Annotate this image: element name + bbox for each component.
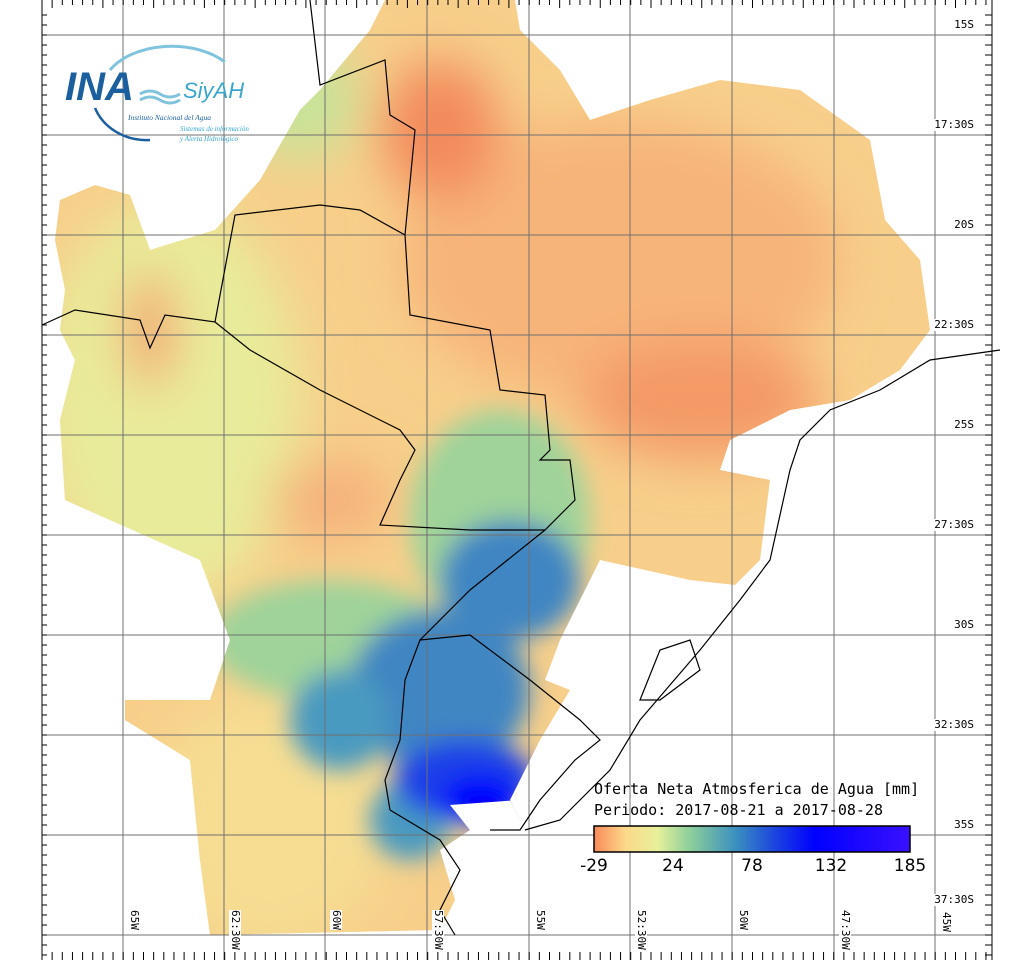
logo-ina: INA xyxy=(65,65,134,109)
colorbar-tick-label: 78 xyxy=(741,856,763,876)
lat-label: 27:30S xyxy=(934,518,974,531)
lat-label: 20S xyxy=(954,218,974,231)
lat-label: 32:30S xyxy=(934,718,974,731)
legend-title: Oferta Neta Atmosferica de Agua [mm] xyxy=(594,780,920,798)
lat-label: 15S xyxy=(954,18,974,31)
ina-siyah-logo: INA SiyAH Instituto Nacional del Agua Si… xyxy=(65,44,249,143)
legend-period: Periodo: 2017-08-21 a 2017-08-28 xyxy=(594,801,883,819)
colorbar xyxy=(593,825,911,853)
grid-lines xyxy=(42,0,985,960)
logo-siyah: SiyAH xyxy=(183,78,244,103)
lon-label: 60W xyxy=(330,910,343,930)
frame-ticks xyxy=(41,0,993,960)
lon-label: 62:30W xyxy=(229,910,242,950)
lon-label: 57:30W xyxy=(432,910,445,950)
logo-system-2: y Alerta Hidrológico xyxy=(179,135,238,143)
lat-label: 17:30S xyxy=(934,118,974,131)
logo-system-1: Sistemas de información xyxy=(180,125,249,133)
lon-label: 50W xyxy=(737,910,750,930)
lat-label: 35S xyxy=(954,818,974,831)
lat-label: 22:30S xyxy=(934,318,974,331)
political-boundaries xyxy=(41,0,1001,936)
lon-label: 55W xyxy=(534,910,547,930)
lon-label: 47:30W xyxy=(839,910,852,950)
colorbar-tick-label: -29 xyxy=(580,856,608,876)
colorbar-tick-label: 185 xyxy=(893,856,927,876)
colorbar-tick-label: 24 xyxy=(662,856,684,876)
lat-label: 25S xyxy=(954,418,974,431)
lat-label: 30S xyxy=(954,618,974,631)
lon-label: 65W xyxy=(128,910,141,930)
lat-label: 37:30S xyxy=(934,893,974,906)
logo-institution: Instituto Nacional del Agua xyxy=(127,113,211,122)
lon-label: 45W xyxy=(940,912,953,932)
lon-label: 52:30W xyxy=(635,910,648,950)
colorbar-tick-label: 132 xyxy=(814,856,848,876)
